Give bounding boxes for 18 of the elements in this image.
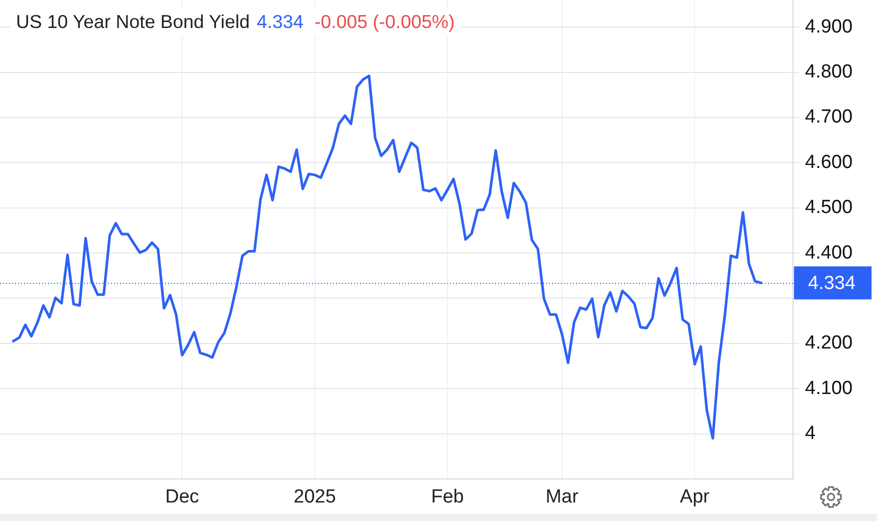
- x-tick-label: Feb: [431, 486, 464, 508]
- x-tick-label: 2025: [294, 486, 336, 508]
- x-tick-label: Apr: [680, 486, 710, 508]
- x-tick-label: Dec: [165, 486, 200, 508]
- annotation: 4.334: [256, 11, 304, 32]
- y-tick-label: 4.600: [805, 152, 853, 173]
- y-tick-label: 4.800: [805, 62, 853, 83]
- y-tick-label: 4.200: [805, 332, 853, 354]
- y-tick-label: 4.700: [805, 106, 853, 128]
- annotation: -0.005 (-0.005%): [314, 11, 455, 32]
- y-tick-label: 4.100: [805, 378, 853, 399]
- ref-line-label: 4.334: [808, 273, 856, 294]
- y-tick-label: 4.900: [805, 16, 853, 38]
- x-tick-label: Mar: [546, 486, 580, 508]
- y-tick-label: 4: [805, 423, 816, 444]
- text: US 10 Year Note Bond Yield: [16, 11, 250, 32]
- y-tick-label: 4.400: [805, 242, 853, 264]
- y-tick-label: 4.500: [805, 197, 853, 218]
